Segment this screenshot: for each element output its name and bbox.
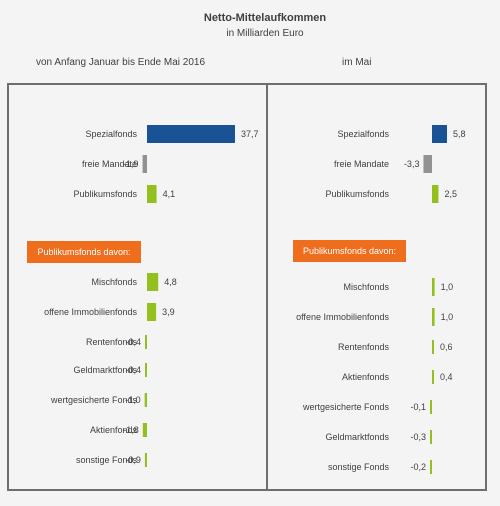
category-label-1-4: offene Immobilienfonds: [296, 312, 389, 322]
bar-0-2: [147, 185, 157, 203]
value-label-0-4: 3,9: [162, 307, 175, 317]
category-label-1-9: sonstige Fonds: [328, 462, 390, 472]
category-label-1-3: Mischfonds: [343, 282, 389, 292]
value-label-1-7: -0,1: [410, 402, 426, 412]
value-label-1-5: 0,6: [440, 342, 453, 352]
bar-0-3: [147, 273, 159, 291]
category-label-1-7: wertgesicherte Fonds: [302, 402, 390, 412]
left-panel-heading: von Anfang Januar bis Ende Mai 2016: [36, 57, 206, 68]
category-label-1-2: Publikumsfonds: [325, 189, 389, 199]
category-label-0-9: sonstige Fonds: [76, 455, 138, 465]
category-label-1-1: freie Mandate: [334, 159, 389, 169]
bar-1-3: [432, 278, 435, 296]
section-label-right: Publikumsfonds davon:: [293, 240, 406, 262]
value-label-1-0: 5,8: [453, 129, 466, 139]
category-label-1-5: Rentenfonds: [338, 342, 390, 352]
bar-1-4: [432, 308, 435, 326]
category-label-0-1: freie Mandate: [82, 159, 137, 169]
chart-subtitle: in Milliarden Euro: [226, 28, 304, 39]
category-label-0-7: wertgesicherte Fonds: [50, 395, 138, 405]
bar-0-8: [142, 423, 147, 437]
right-panel-heading: im Mai: [342, 57, 372, 68]
bar-1-8: [430, 430, 432, 444]
value-label-1-9: -0,2: [410, 462, 426, 472]
bar-0-7: [144, 393, 147, 407]
category-label-1-8: Geldmarktfonds: [325, 432, 389, 442]
value-label-0-6: -0,4: [125, 365, 141, 375]
bar-0-6: [145, 363, 147, 377]
bar-0-4: [147, 303, 157, 321]
value-label-1-3: 1,0: [441, 282, 454, 292]
category-label-0-4: offene Immobilienfonds: [44, 307, 137, 317]
panel-divider: [266, 83, 268, 491]
category-label-0-6: Geldmarktfonds: [73, 365, 137, 375]
value-label-1-6: 0,4: [440, 372, 453, 382]
section-label-left: Publikumsfonds davon:: [27, 241, 141, 263]
value-label-0-0: 37,7: [241, 129, 259, 139]
bar-0-0: [147, 125, 235, 143]
category-label-0-8: Aktienfonds: [90, 425, 138, 435]
value-label-0-1: -1,9: [123, 159, 139, 169]
category-label-0-5: Rentenfonds: [86, 337, 138, 347]
bar-1-1: [423, 155, 432, 173]
value-label-1-2: 2,5: [444, 189, 457, 199]
value-label-0-5: -0,4: [125, 337, 141, 347]
category-label-1-6: Aktienfonds: [342, 372, 390, 382]
value-label-0-9: -0,9: [125, 455, 141, 465]
bar-0-5: [145, 335, 147, 349]
category-label-0-2: Publikumsfonds: [73, 189, 137, 199]
value-label-0-2: 4,1: [163, 189, 176, 199]
category-label-0-0: Spezialfonds: [85, 129, 137, 139]
value-label-1-1: -3,3: [404, 159, 420, 169]
value-label-0-3: 4,8: [164, 277, 177, 287]
bar-0-1: [142, 155, 147, 173]
bar-1-0: [432, 125, 447, 143]
value-label-0-8: -1,8: [123, 425, 139, 435]
chart-title: Netto-Mittelaufkommen: [203, 12, 327, 24]
value-label-0-7: -1,0: [125, 395, 141, 405]
category-label-1-0: Spezialfonds: [337, 129, 389, 139]
bar-1-5: [432, 340, 434, 354]
bar-1-6: [432, 370, 434, 384]
bar-0-9: [144, 453, 147, 467]
bar-1-9: [430, 460, 432, 474]
bar-1-2: [432, 185, 439, 203]
value-label-1-8: -0,3: [410, 432, 426, 442]
category-label-0-3: Mischfonds: [91, 277, 137, 287]
chart-frame: [7, 83, 487, 491]
value-label-1-4: 1,0: [441, 312, 454, 322]
bar-1-7: [430, 400, 432, 414]
